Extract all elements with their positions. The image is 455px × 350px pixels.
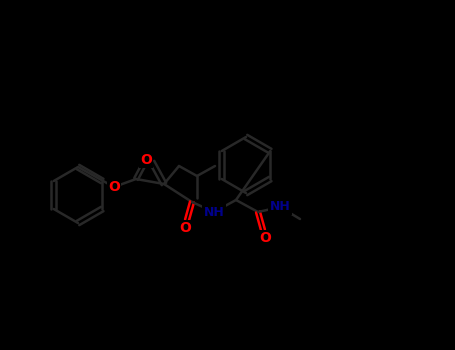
Text: O: O: [108, 180, 120, 194]
Text: O: O: [140, 153, 152, 167]
Text: O: O: [259, 231, 271, 245]
Text: O: O: [179, 221, 191, 235]
Text: NH: NH: [204, 205, 224, 218]
Text: NH: NH: [270, 201, 290, 214]
